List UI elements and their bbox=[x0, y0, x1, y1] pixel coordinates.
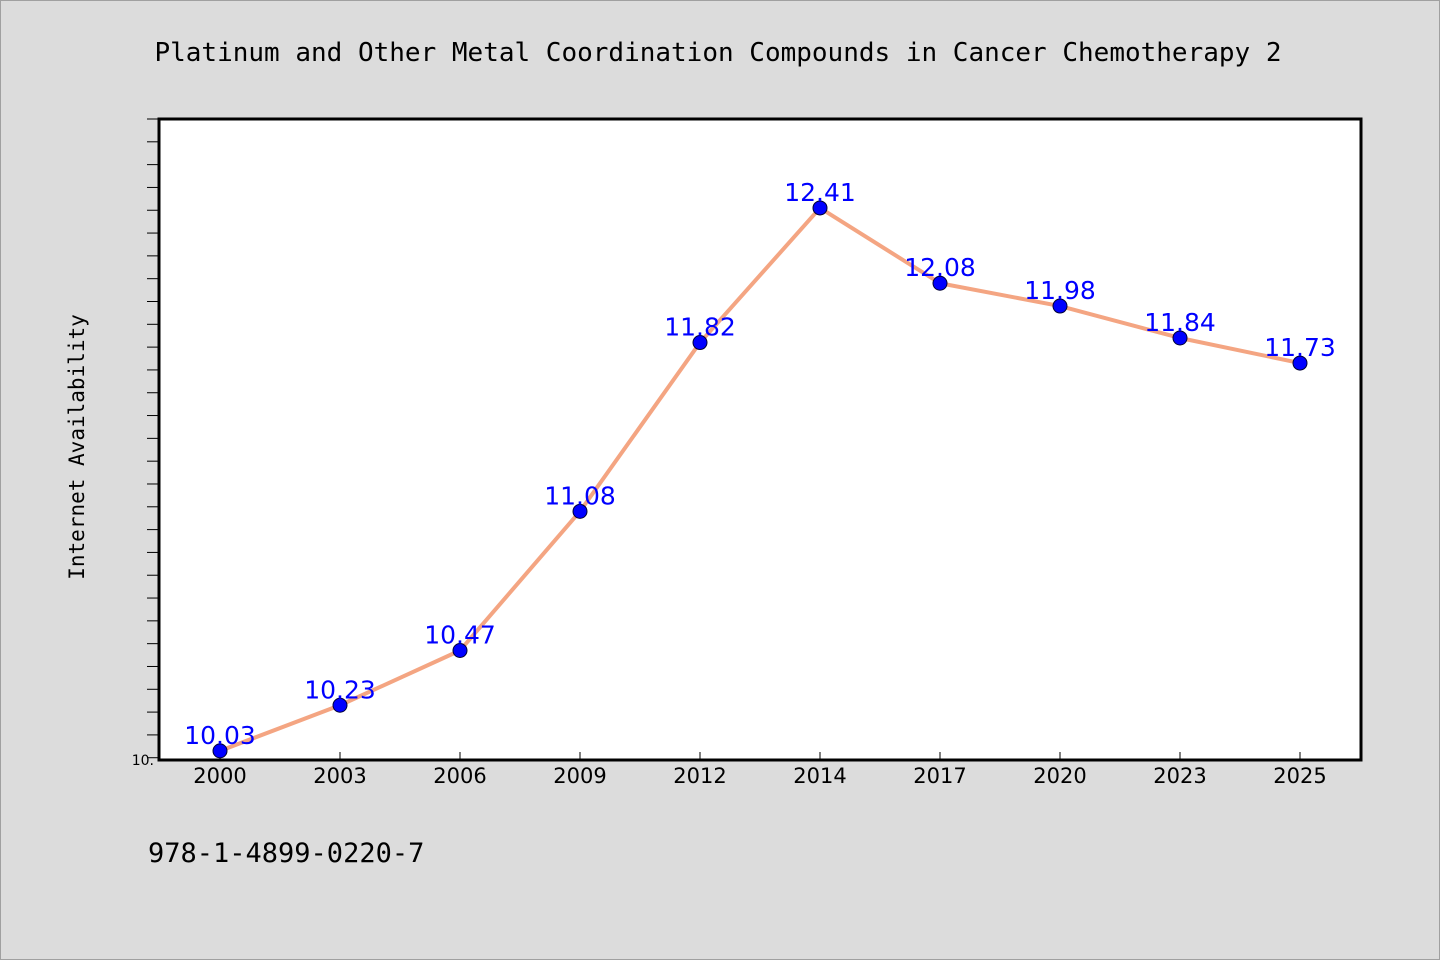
isbn-footer: 978-1-4899-0220-7 bbox=[148, 838, 424, 869]
chart-title: Platinum and Other Metal Coordination Co… bbox=[154, 38, 1281, 68]
data-point bbox=[692, 335, 708, 351]
y-tick-label: 10. bbox=[132, 753, 154, 769]
x-tick-label: 2009 bbox=[553, 764, 606, 788]
data-point bbox=[812, 200, 828, 216]
x-tick-label: 2014 bbox=[793, 764, 846, 788]
data-label: 11.08 bbox=[544, 481, 616, 510]
x-tick-label: 2006 bbox=[433, 764, 486, 788]
data-label: 12.08 bbox=[904, 253, 976, 282]
data-point bbox=[1292, 355, 1308, 371]
data-label: 11.73 bbox=[1264, 333, 1336, 362]
x-tick-label: 2023 bbox=[1153, 764, 1206, 788]
data-point bbox=[452, 643, 468, 659]
data-label: 11.84 bbox=[1144, 308, 1216, 337]
data-label: 10.03 bbox=[184, 721, 256, 750]
x-tick-label: 2012 bbox=[673, 764, 726, 788]
data-labels: 10.03 10.23 10.47 11.08 11.82 12.41 12.08 11.98… bbox=[184, 178, 1336, 750]
data-point bbox=[1172, 330, 1188, 346]
x-axis-ticks: 2000 2003 2006 2009 2012 2014 2017 2020 2023 2025 bbox=[193, 752, 1327, 788]
data-point bbox=[932, 275, 948, 291]
data-points bbox=[212, 200, 1308, 759]
data-label: 12.41 bbox=[784, 178, 856, 207]
x-tick-label: 2017 bbox=[913, 764, 966, 788]
y-axis-label: Internet Availability bbox=[65, 314, 89, 580]
x-tick-label: 2020 bbox=[1033, 764, 1086, 788]
data-label: 10.47 bbox=[424, 621, 496, 650]
data-label: 11.98 bbox=[1024, 276, 1096, 305]
y-axis-ticks: 10. bbox=[132, 118, 159, 769]
data-point bbox=[1052, 298, 1068, 314]
x-tick-label: 2003 bbox=[313, 764, 366, 788]
data-point bbox=[332, 697, 348, 713]
series-line-group bbox=[219, 205, 1301, 753]
data-label: 11.82 bbox=[664, 313, 736, 342]
x-tick-label: 2025 bbox=[1273, 764, 1326, 788]
plot-area bbox=[157, 117, 1363, 762]
series-line bbox=[219, 205, 1301, 753]
data-point bbox=[572, 503, 588, 519]
data-point bbox=[212, 743, 228, 759]
x-tick-label: 2000 bbox=[193, 764, 246, 788]
data-label: 10.23 bbox=[304, 675, 376, 704]
